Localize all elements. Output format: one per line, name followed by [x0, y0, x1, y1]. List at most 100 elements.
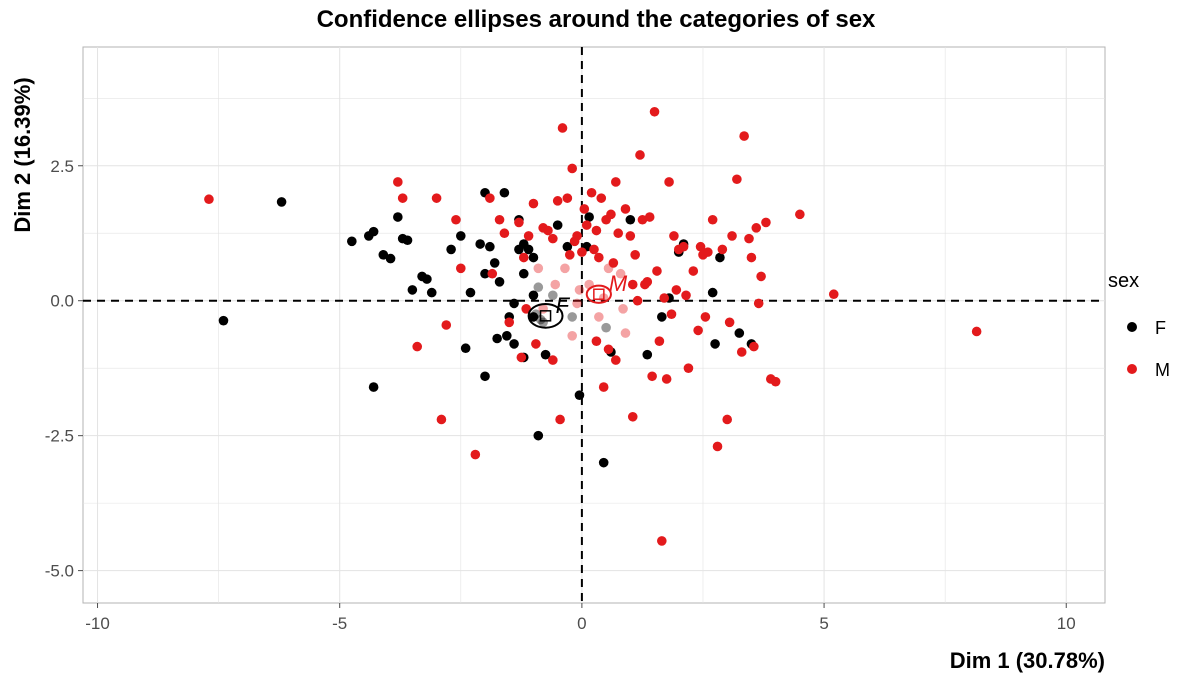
- y-tick-label: -2.5: [45, 427, 74, 446]
- point-F: [368, 226, 379, 237]
- point-F: [492, 333, 502, 344]
- point-F: [385, 253, 396, 264]
- point-M: [695, 241, 706, 252]
- point-M: [494, 214, 505, 225]
- point-M: [671, 285, 682, 295]
- point-M: [627, 279, 638, 290]
- point-M: [596, 193, 607, 203]
- point-F: [531, 309, 541, 320]
- point-M: [591, 336, 602, 346]
- point-M: [746, 252, 757, 263]
- point-M: [436, 414, 447, 425]
- point-M: [499, 228, 510, 239]
- point-M: [518, 252, 529, 263]
- point-M: [598, 382, 609, 392]
- point-M: [703, 247, 713, 257]
- point-M: [579, 204, 590, 214]
- confidence-ellipse-F: [527, 302, 564, 329]
- point-M: [562, 193, 573, 203]
- x-tick-label: -10: [85, 614, 110, 633]
- point-M: [717, 244, 728, 255]
- point-F: [426, 287, 437, 298]
- point-M: [594, 312, 604, 322]
- point-M: [441, 320, 452, 330]
- point-M: [724, 317, 735, 328]
- point-M: [470, 449, 481, 460]
- point-M: [431, 193, 442, 203]
- point-M: [412, 341, 423, 352]
- point-F: [567, 312, 578, 322]
- point-M: [770, 376, 781, 387]
- center-label-F: F: [556, 293, 571, 318]
- point-M: [504, 317, 515, 328]
- point-M: [577, 247, 587, 257]
- point-M: [564, 250, 575, 260]
- point-F: [707, 287, 718, 298]
- reference-lines: [83, 47, 1105, 603]
- point-M: [644, 212, 655, 222]
- point-M: [736, 347, 747, 357]
- point-M: [661, 374, 672, 384]
- point-M: [632, 295, 643, 306]
- point-M: [393, 177, 403, 187]
- point-M: [531, 339, 541, 349]
- point-F: [584, 212, 594, 222]
- point-M: [678, 241, 689, 252]
- point-M: [586, 187, 597, 198]
- x-tick-label: 5: [819, 614, 828, 633]
- point-M: [659, 293, 670, 303]
- point-M: [485, 193, 495, 203]
- point-F: [402, 235, 413, 246]
- point-M: [732, 174, 742, 185]
- point-F: [422, 274, 432, 284]
- point-M: [487, 268, 498, 279]
- point-M: [637, 214, 648, 225]
- point-M: [608, 258, 619, 268]
- point-M: [620, 328, 631, 338]
- point-F: [528, 312, 539, 322]
- point-M: [635, 150, 645, 160]
- point-F: [368, 382, 379, 392]
- point-M: [514, 217, 524, 228]
- point-M: [606, 209, 616, 220]
- point-M: [753, 298, 764, 309]
- point-F: [657, 312, 667, 322]
- point-M: [521, 304, 531, 314]
- center-label-M: M: [609, 271, 628, 296]
- point-M: [630, 250, 640, 260]
- point-M: [560, 263, 570, 274]
- legend-label-F: F: [1155, 318, 1166, 338]
- point-M: [828, 289, 839, 300]
- point-M: [693, 325, 703, 336]
- legend-title: sex: [1108, 270, 1139, 292]
- point-M: [647, 371, 657, 382]
- point-F: [528, 252, 539, 263]
- legend-items: FM: [1127, 318, 1170, 380]
- point-F: [407, 285, 418, 295]
- point-M: [666, 309, 677, 320]
- point-M: [523, 231, 534, 241]
- point-F: [480, 371, 490, 382]
- point-M: [739, 131, 749, 141]
- point-F: [509, 298, 519, 309]
- point-F: [625, 214, 636, 225]
- point-F: [465, 287, 476, 298]
- point-M: [795, 209, 805, 220]
- point-F: [514, 244, 524, 255]
- point-F: [489, 258, 500, 268]
- legend-key-M: [1127, 364, 1137, 374]
- x-tick-labels: -10 -5 0 5 10: [85, 603, 1076, 633]
- point-F: [552, 220, 563, 230]
- point-M: [649, 106, 660, 117]
- point-F: [480, 268, 490, 279]
- chart-title: Confidence ellipses around the categorie…: [317, 6, 876, 33]
- y-tick-label: 2.5: [50, 157, 74, 176]
- point-M: [683, 363, 694, 373]
- point-F: [518, 268, 529, 279]
- category-centers: FM: [527, 271, 628, 329]
- point-F: [460, 343, 471, 354]
- point-F: [540, 349, 551, 360]
- point-F: [509, 339, 519, 349]
- point-M: [652, 266, 662, 276]
- data-points: [204, 106, 982, 546]
